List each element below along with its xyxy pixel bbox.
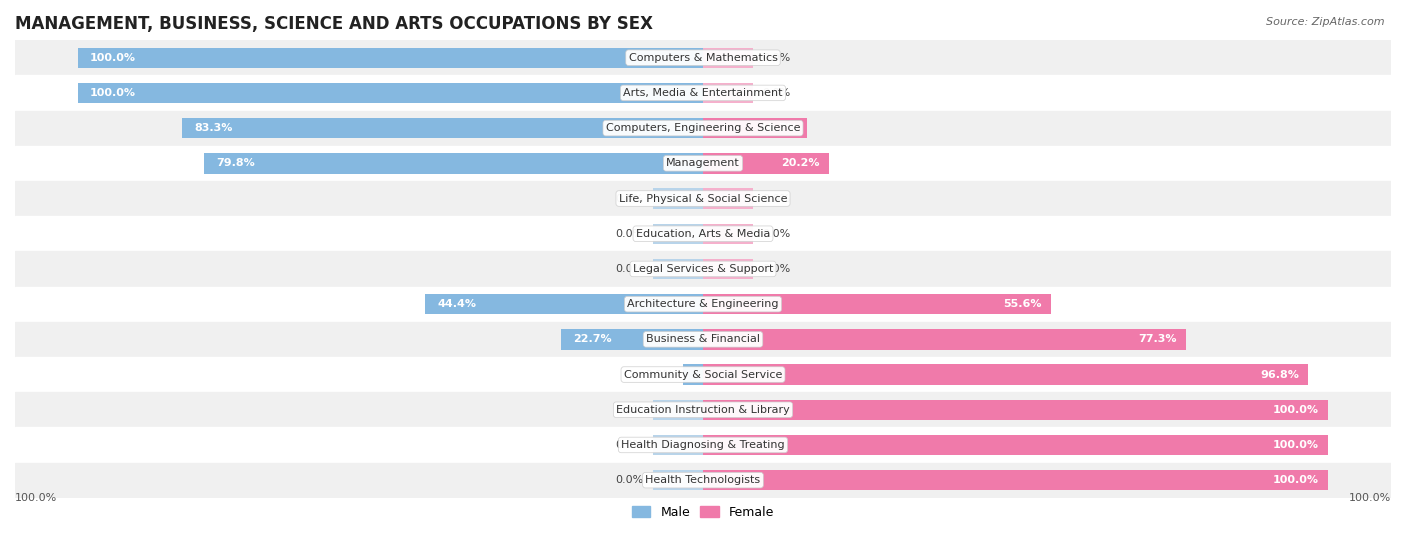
Legend: Male, Female: Male, Female: [627, 500, 779, 524]
Text: Business & Financial: Business & Financial: [645, 334, 761, 344]
Bar: [703, 224, 754, 244]
Text: 0.0%: 0.0%: [762, 193, 790, 203]
Bar: [15, 287, 1391, 322]
Text: Health Technologists: Health Technologists: [645, 475, 761, 485]
Bar: [703, 188, 754, 209]
Bar: [703, 435, 1329, 455]
Bar: [652, 224, 703, 244]
Text: 96.8%: 96.8%: [1260, 369, 1299, 380]
Text: 0.0%: 0.0%: [762, 53, 790, 63]
Text: 20.2%: 20.2%: [782, 158, 820, 168]
Bar: [703, 259, 754, 279]
Bar: [683, 364, 703, 385]
Bar: [15, 146, 1391, 181]
Text: Education, Arts & Media: Education, Arts & Media: [636, 229, 770, 239]
Bar: [15, 252, 1391, 287]
Bar: [703, 153, 830, 173]
Text: 0.0%: 0.0%: [616, 193, 644, 203]
Bar: [425, 294, 703, 314]
Text: Architecture & Engineering: Architecture & Engineering: [627, 299, 779, 309]
Text: 0.0%: 0.0%: [616, 405, 644, 415]
Text: Legal Services & Support: Legal Services & Support: [633, 264, 773, 274]
Text: Community & Social Service: Community & Social Service: [624, 369, 782, 380]
Bar: [703, 364, 1309, 385]
Bar: [561, 329, 703, 349]
Text: 44.4%: 44.4%: [437, 299, 477, 309]
Bar: [703, 294, 1050, 314]
Bar: [652, 259, 703, 279]
Bar: [652, 470, 703, 490]
Bar: [703, 400, 1329, 420]
Bar: [652, 188, 703, 209]
Bar: [15, 322, 1391, 357]
Text: 100.0%: 100.0%: [90, 53, 136, 63]
Text: Health Diagnosing & Treating: Health Diagnosing & Treating: [621, 440, 785, 450]
Text: 100.0%: 100.0%: [15, 493, 58, 503]
Text: Computers & Mathematics: Computers & Mathematics: [628, 53, 778, 63]
Text: 0.0%: 0.0%: [762, 264, 790, 274]
Bar: [15, 40, 1391, 75]
Text: MANAGEMENT, BUSINESS, SCIENCE AND ARTS OCCUPATIONS BY SEX: MANAGEMENT, BUSINESS, SCIENCE AND ARTS O…: [15, 15, 652, 33]
Text: Education Instruction & Library: Education Instruction & Library: [616, 405, 790, 415]
Text: 100.0%: 100.0%: [1348, 493, 1391, 503]
Text: 100.0%: 100.0%: [1272, 475, 1319, 485]
Bar: [15, 75, 1391, 111]
Text: 0.0%: 0.0%: [762, 88, 790, 98]
Bar: [703, 118, 807, 138]
Bar: [652, 435, 703, 455]
Text: 16.7%: 16.7%: [759, 123, 799, 133]
Bar: [703, 83, 754, 103]
Bar: [703, 329, 1187, 349]
Text: 77.3%: 77.3%: [1139, 334, 1177, 344]
Bar: [181, 118, 703, 138]
Text: 22.7%: 22.7%: [574, 334, 612, 344]
Text: 3.2%: 3.2%: [645, 369, 673, 380]
Text: 83.3%: 83.3%: [194, 123, 233, 133]
Bar: [703, 470, 1329, 490]
Text: 0.0%: 0.0%: [616, 440, 644, 450]
Bar: [703, 48, 754, 68]
Text: Arts, Media & Entertainment: Arts, Media & Entertainment: [623, 88, 783, 98]
Bar: [77, 83, 703, 103]
Bar: [15, 392, 1391, 427]
Text: Management: Management: [666, 158, 740, 168]
Text: 0.0%: 0.0%: [616, 264, 644, 274]
Bar: [15, 216, 1391, 252]
Bar: [15, 111, 1391, 146]
Text: 100.0%: 100.0%: [90, 88, 136, 98]
Text: Computers, Engineering & Science: Computers, Engineering & Science: [606, 123, 800, 133]
Bar: [15, 462, 1391, 498]
Text: Life, Physical & Social Science: Life, Physical & Social Science: [619, 193, 787, 203]
Text: 0.0%: 0.0%: [616, 475, 644, 485]
Bar: [15, 181, 1391, 216]
Text: 79.8%: 79.8%: [217, 158, 254, 168]
Text: 55.6%: 55.6%: [1002, 299, 1042, 309]
Bar: [77, 48, 703, 68]
Text: 0.0%: 0.0%: [762, 229, 790, 239]
Text: 100.0%: 100.0%: [1272, 440, 1319, 450]
Bar: [15, 427, 1391, 462]
Bar: [652, 400, 703, 420]
Bar: [15, 357, 1391, 392]
Text: 100.0%: 100.0%: [1272, 405, 1319, 415]
Text: Source: ZipAtlas.com: Source: ZipAtlas.com: [1267, 17, 1385, 27]
Text: 0.0%: 0.0%: [616, 229, 644, 239]
Bar: [204, 153, 703, 173]
